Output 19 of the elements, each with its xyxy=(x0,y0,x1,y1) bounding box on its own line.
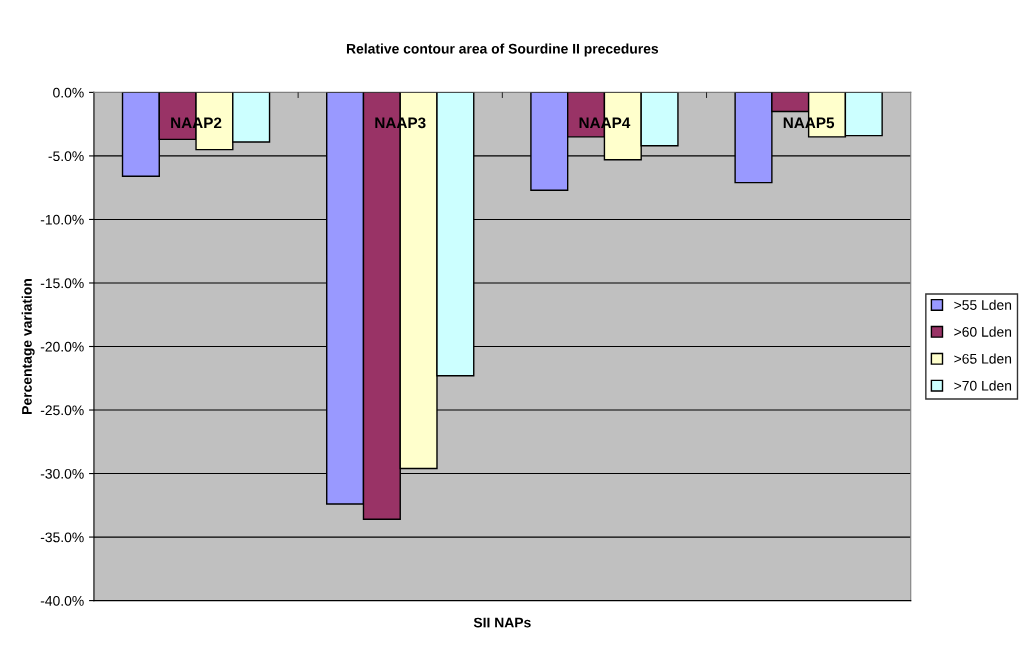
y-tick-label: -15.0% xyxy=(40,278,84,289)
y-tick-label: -40.0% xyxy=(40,595,84,606)
x-tick-label: NAAP3 xyxy=(375,117,426,129)
x-tick-label: NAAP4 xyxy=(579,117,631,129)
legend-label: >60 Lden xyxy=(954,326,1012,337)
y-axis-title: Percentage variation xyxy=(21,279,35,414)
x-axis-title: SII NAPs xyxy=(473,617,531,628)
y-tick-label: -20.0% xyxy=(40,341,84,352)
legend-label: >65 Lden xyxy=(954,353,1012,364)
x-tick-label: NAAP2 xyxy=(171,117,222,129)
y-tick-label: -5.0% xyxy=(48,151,84,162)
chart-title: Relative contour area of Sourdine II precedures xyxy=(346,43,659,57)
y-tick-label: 0.0% xyxy=(53,87,84,98)
y-tick-label: -25.0% xyxy=(40,405,84,416)
legend-label: >55 Lden xyxy=(954,299,1012,310)
y-tick-label: -10.0% xyxy=(40,214,84,225)
legend-label: >70 Lden xyxy=(954,380,1012,391)
y-tick-label: -30.0% xyxy=(40,468,84,479)
y-tick-label: -35.0% xyxy=(40,532,84,543)
